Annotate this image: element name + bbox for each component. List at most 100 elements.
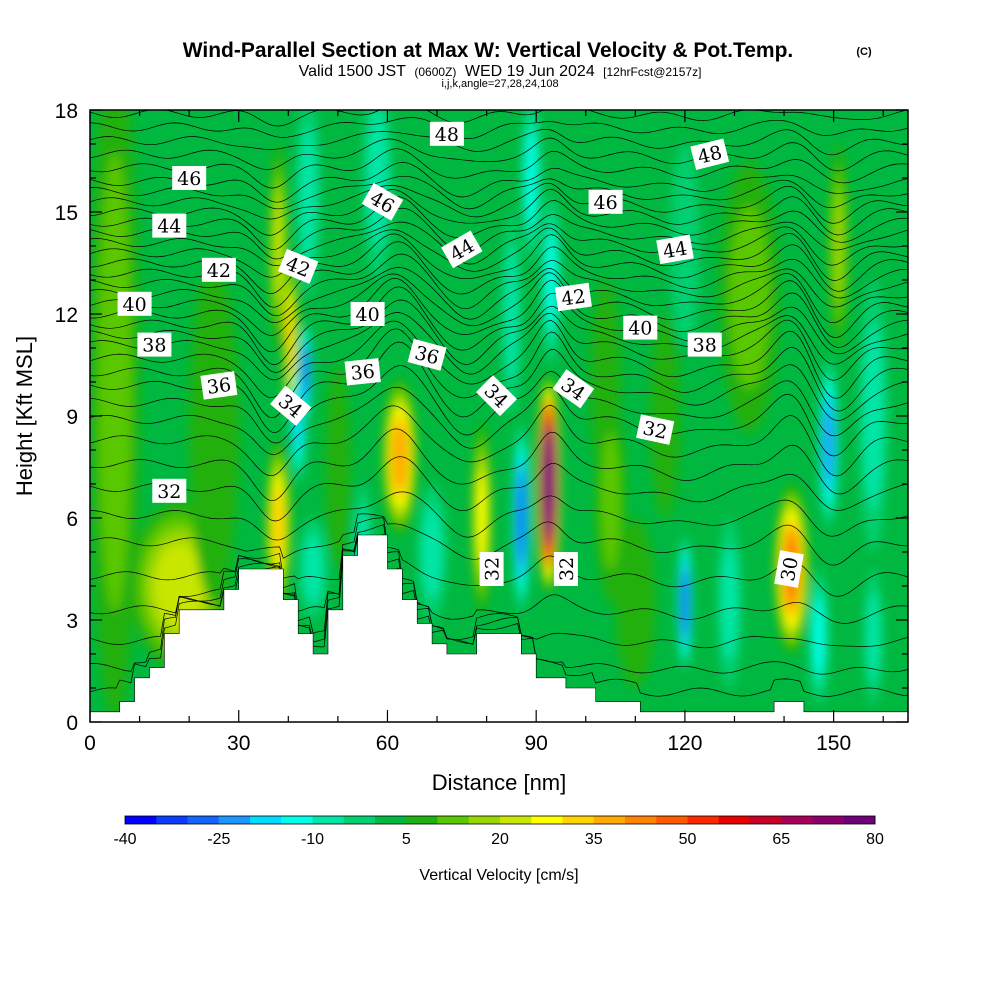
- isentrope-37.5: [90, 312, 908, 381]
- isentrope-47: [90, 128, 908, 156]
- x-axis-ticks: 0 30 60 90 120 150: [84, 110, 884, 755]
- contour-label-text: 44: [661, 237, 689, 263]
- colorbar-tick-label: -10: [301, 831, 324, 848]
- colorbar-swatch: [281, 816, 313, 824]
- isentrope-32.5: [90, 513, 908, 566]
- isentrope-30.5: [90, 534, 908, 675]
- contour-label-text: 46: [594, 192, 618, 214]
- colorbar-swatch: [531, 816, 563, 824]
- chart-title: Wind-Parallel Section at Max W: Vertical…: [183, 39, 794, 62]
- contour-label-4: 46: [588, 189, 623, 214]
- contour-label-12: 40: [350, 302, 385, 326]
- isentrope-33.5: [90, 456, 908, 522]
- contour-label-0: 48: [429, 121, 464, 146]
- isentrope-38.5: [90, 286, 908, 365]
- isentrope-39.5: [90, 272, 908, 338]
- velocity-cell-22: [600, 432, 621, 570]
- contour-label-15: 38: [687, 332, 722, 357]
- contour-label-text: 36: [206, 374, 233, 399]
- contour-label-text: 46: [177, 168, 201, 190]
- isentrope-35: [90, 386, 908, 457]
- copyright-mark: (C): [856, 46, 872, 58]
- isentrope-44.5: [90, 182, 908, 224]
- colorbar-swatch: [781, 816, 813, 824]
- contour-label-bg: [479, 552, 504, 586]
- isentrope-43: [90, 207, 908, 260]
- contour-label-text: 32: [556, 557, 578, 581]
- velocity-cell-28: [729, 205, 770, 389]
- contour-label-bg: [475, 375, 518, 417]
- colorbar-tick-label: 80: [866, 831, 884, 848]
- contour-label-bg: [350, 302, 385, 326]
- colorbar-swatch: [656, 816, 688, 824]
- contour-label-bg: [636, 414, 675, 445]
- x-tick-label: 90: [525, 732, 548, 755]
- isentrope-45.5: [90, 162, 908, 203]
- velocity-cell-25: [650, 314, 680, 518]
- isentrope-43.5: [90, 196, 908, 250]
- contour-label-bg: [690, 138, 730, 170]
- velocity-cell-1: [153, 542, 205, 630]
- y-tick-label: 15: [55, 202, 78, 225]
- colorbar-swatch: [468, 816, 501, 824]
- contour-label-bg: [200, 371, 238, 400]
- contour-label-text: 40: [628, 318, 652, 340]
- contour-label-text: 30: [777, 555, 803, 583]
- contour-label-22: 32: [152, 478, 187, 503]
- isentrope-31.5: [90, 524, 908, 624]
- isentrope-lines: [90, 110, 908, 697]
- contour-label-bg: [441, 230, 483, 269]
- y-tick-label: 9: [66, 406, 78, 429]
- contour-label-bg: [623, 315, 658, 340]
- x-tick-label: 60: [376, 732, 399, 755]
- contour-label-text: 40: [123, 294, 147, 316]
- y-tick-label: 6: [66, 508, 78, 531]
- velocity-cell-9: [299, 126, 317, 264]
- velocity-cell-33: [866, 591, 880, 683]
- colorbar-tick-label: 20: [491, 831, 509, 848]
- velocity-cell-18: [543, 441, 554, 527]
- x-tick-label: 120: [667, 732, 702, 755]
- contour-label-bg: [201, 257, 236, 282]
- isentrope-33: [90, 491, 908, 541]
- isentrope-42: [90, 227, 908, 281]
- contour-label-1: 48: [690, 138, 730, 170]
- contour-label-bg: [656, 234, 694, 265]
- contour-label-17: 36: [344, 358, 381, 386]
- contour-label-text: 32: [482, 557, 504, 581]
- contour-label-bg: [553, 552, 578, 586]
- velocity-cell-8: [303, 534, 324, 604]
- contour-label-24: 32: [479, 552, 504, 586]
- colorbar-swatch: [156, 816, 188, 824]
- contour-label-text: 40: [356, 304, 380, 326]
- colorbar-swatch: [500, 816, 532, 824]
- contour-label-bg: [429, 121, 464, 146]
- contour-label-7: 44: [656, 234, 694, 265]
- velocity-cell-3: [272, 485, 285, 564]
- velocity-cell-27: [721, 545, 738, 661]
- isentrope-38: [90, 299, 908, 373]
- isentrope-40: [90, 267, 908, 324]
- colorbar-swatch: [812, 816, 845, 824]
- colorbar-swatch: [625, 816, 657, 824]
- contour-label-13: 40: [623, 315, 658, 340]
- colorbar-swatch: [375, 816, 407, 824]
- contour-label-bg: [407, 338, 447, 371]
- contour-label-bg: [554, 282, 592, 312]
- valid-time-line: Valid 1500 JST (0600Z) WED 19 Jun 2024 […: [299, 63, 702, 80]
- colorbar-swatch: [843, 816, 876, 824]
- indices-line: i,j,k,angle=27,28,24,108: [441, 78, 558, 90]
- isentrope-45: [90, 175, 908, 210]
- contour-label-bg: [172, 166, 207, 190]
- isentrope-46: [90, 148, 908, 189]
- colorbar-swatch: [750, 816, 782, 824]
- x-tick-label: 30: [227, 732, 250, 755]
- isentrope-34.5: [90, 404, 908, 477]
- isentrope-31: [90, 534, 908, 649]
- contour-label-2: 46: [172, 166, 207, 190]
- y-tick-label: 3: [66, 610, 78, 633]
- contour-label-bg: [552, 369, 595, 409]
- contour-label-text: 38: [142, 335, 166, 357]
